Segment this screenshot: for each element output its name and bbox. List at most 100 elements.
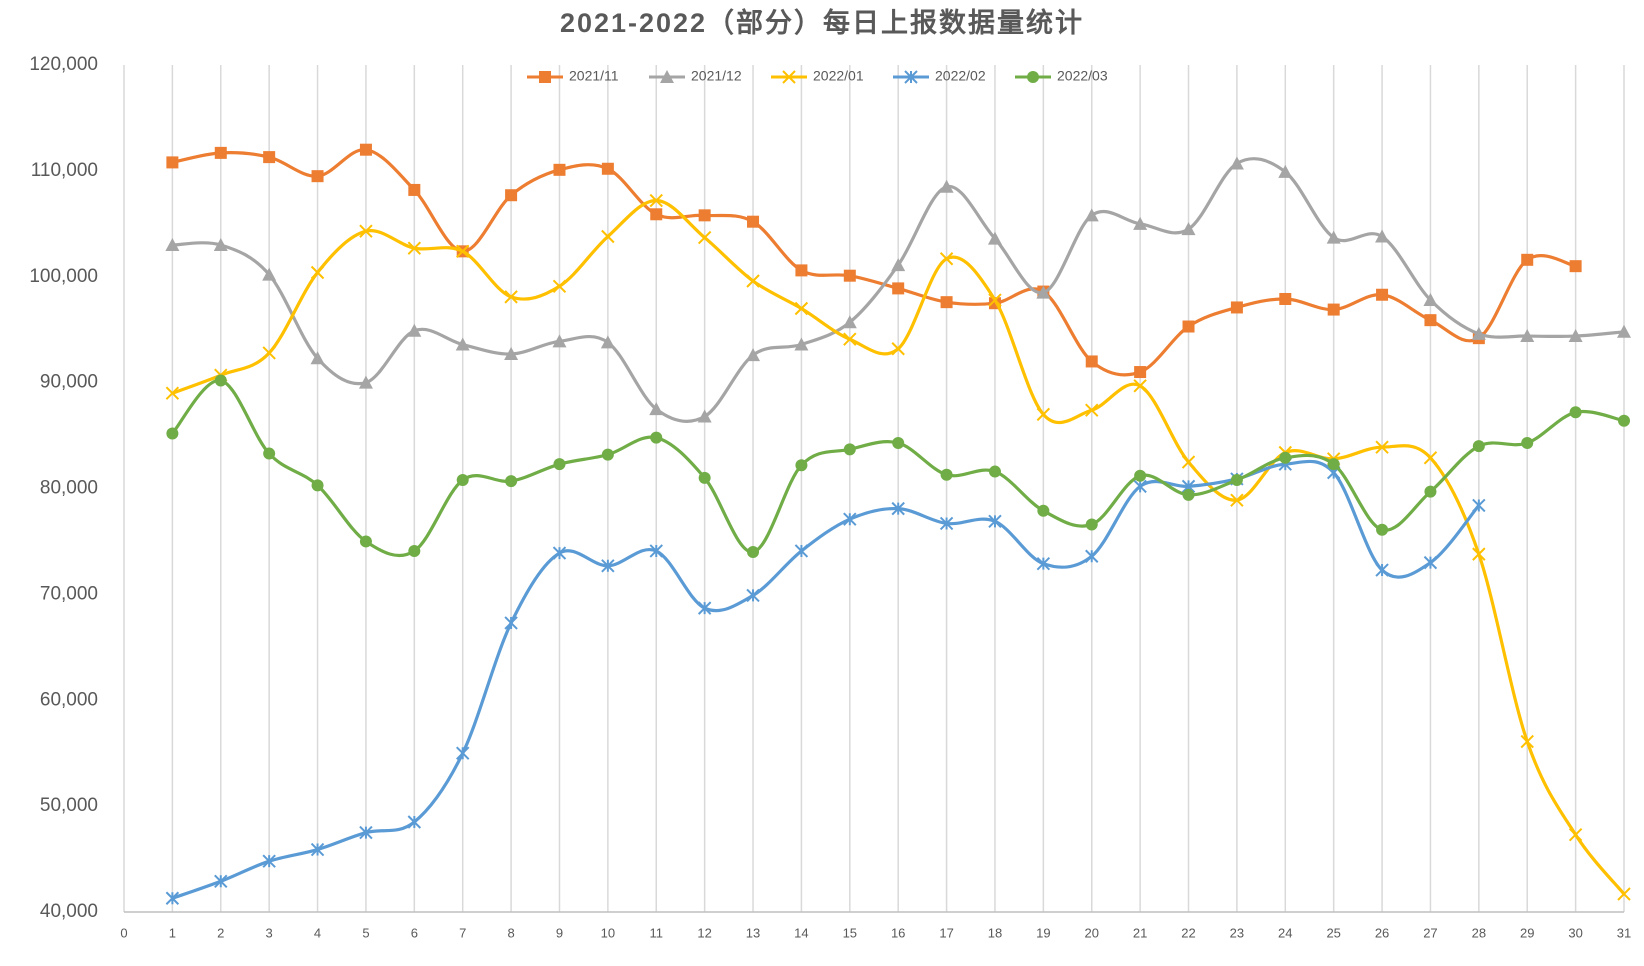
y-tick-label: 120,000 — [29, 54, 98, 75]
point — [456, 474, 469, 487]
point — [1617, 324, 1631, 338]
point — [601, 229, 615, 244]
point — [843, 332, 857, 346]
point — [988, 465, 1001, 478]
point — [650, 431, 663, 444]
point — [697, 601, 712, 615]
x-tick-label: 4 — [314, 925, 321, 940]
point — [987, 231, 1002, 245]
point — [166, 156, 179, 169]
point — [504, 347, 519, 361]
legend-label: 2022/01 — [813, 68, 864, 84]
point — [1133, 216, 1148, 230]
x-tick-label: 7 — [459, 925, 466, 940]
point — [746, 274, 760, 288]
legend-label: 2021/11 — [569, 68, 619, 84]
point — [1085, 403, 1099, 417]
legend-marker — [539, 71, 551, 83]
point — [310, 351, 325, 365]
x-tick-label: 25 — [1326, 925, 1340, 940]
point — [1085, 355, 1098, 368]
legend-label: 2021/12 — [691, 68, 742, 84]
point — [698, 471, 711, 484]
point — [1327, 458, 1340, 471]
chart-title: 2021-2022（部分）每日上报数据量统计 — [560, 7, 1084, 38]
point — [553, 163, 566, 176]
point — [263, 151, 276, 164]
point — [794, 544, 809, 558]
y-tick-label: 110,000 — [31, 160, 98, 181]
point — [601, 162, 614, 175]
point — [456, 746, 470, 760]
point — [311, 479, 324, 492]
point — [747, 215, 760, 228]
point — [697, 230, 712, 245]
point — [504, 290, 518, 304]
point — [842, 315, 857, 329]
x-tick-label: 20 — [1085, 925, 1099, 940]
point — [794, 337, 809, 351]
point — [1134, 366, 1147, 379]
point — [892, 282, 905, 295]
x-tick-label: 26 — [1375, 925, 1389, 940]
x-tick-label: 22 — [1181, 925, 1195, 940]
point — [649, 402, 664, 416]
point — [407, 815, 422, 829]
point — [1230, 493, 1244, 507]
point — [456, 244, 470, 259]
point — [1182, 488, 1195, 501]
y-tick-label: 50,000 — [40, 795, 98, 816]
point — [1423, 451, 1438, 465]
point — [455, 337, 470, 351]
x-tick-label: 3 — [266, 925, 273, 940]
x-tick-label: 31 — [1617, 925, 1631, 940]
point — [795, 459, 808, 472]
point — [843, 269, 856, 282]
legend-marker — [782, 70, 796, 84]
x-tick-label: 15 — [843, 925, 857, 940]
x-tick-label: 28 — [1472, 925, 1486, 940]
point — [891, 258, 906, 272]
x-tick-label: 13 — [746, 925, 760, 940]
point — [1181, 455, 1196, 469]
point — [1230, 474, 1243, 487]
point — [1424, 314, 1437, 327]
point — [358, 375, 373, 389]
x-tick-label: 0 — [120, 925, 127, 940]
x-tick-label: 8 — [507, 925, 514, 940]
point — [408, 183, 421, 196]
point — [988, 293, 1002, 307]
point — [843, 443, 856, 456]
point — [407, 241, 422, 255]
point — [1424, 485, 1437, 498]
point — [1084, 208, 1099, 222]
point — [408, 544, 421, 557]
point — [1375, 229, 1390, 243]
y-tick-label: 60,000 — [40, 689, 98, 710]
point — [359, 143, 372, 156]
point — [940, 296, 953, 309]
point — [1133, 379, 1147, 393]
x-tick-label: 17 — [939, 925, 953, 940]
x-tick-label: 5 — [362, 925, 369, 940]
point — [794, 301, 809, 316]
point — [263, 447, 276, 460]
point — [1376, 288, 1389, 301]
point — [262, 346, 276, 360]
point — [166, 427, 179, 440]
x-tick-label: 24 — [1278, 925, 1292, 940]
point — [165, 386, 180, 400]
point — [504, 616, 518, 630]
series-line — [171, 198, 1626, 896]
point — [698, 209, 711, 222]
point — [1375, 563, 1389, 577]
point — [1085, 518, 1098, 531]
point — [1181, 222, 1196, 236]
point — [1279, 451, 1292, 464]
legend-marker — [1027, 71, 1039, 83]
x-tick-label: 21 — [1133, 925, 1147, 940]
point — [165, 891, 180, 905]
legend-label: 2022/03 — [1057, 68, 1108, 84]
point — [359, 224, 373, 238]
point — [1279, 292, 1292, 305]
